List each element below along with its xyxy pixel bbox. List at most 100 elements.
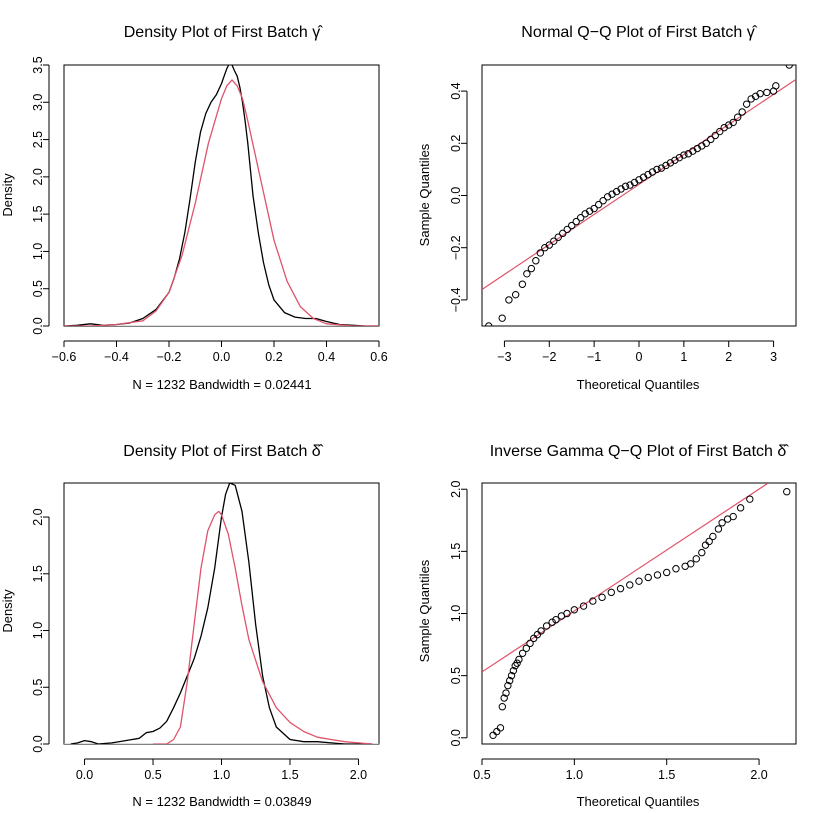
data-point bbox=[733, 113, 742, 121]
data-point bbox=[698, 548, 706, 557]
x-axis: −0.6 −0.4 −0.2 0.0 0.2 0.4 0.6 bbox=[52, 340, 388, 364]
data-point bbox=[746, 495, 754, 503]
y-tick-label: 0.5 bbox=[31, 679, 45, 696]
data-point bbox=[729, 512, 737, 521]
y-tick-label: 3.0 bbox=[31, 94, 45, 111]
x-tick-label: 0.0 bbox=[76, 768, 93, 782]
y-tick-label: 0.0 bbox=[31, 317, 45, 334]
inverse-gamma-qq-plot-delta: Inverse Gamma Q−Q Plot of First Batch δ̂… bbox=[417, 443, 797, 809]
y-axis-label: Sample Quantiles bbox=[417, 559, 432, 662]
data-point bbox=[563, 225, 571, 234]
data-point bbox=[653, 165, 661, 174]
data-point bbox=[621, 182, 630, 191]
x-axis-label: N = 1232 Bandwidth = 0.02441 bbox=[132, 377, 311, 392]
data-point bbox=[570, 606, 579, 614]
y-axis: −0.4 −0.2 0.0 0.2 0.4 bbox=[449, 82, 468, 312]
x-tick-label: 0.0 bbox=[213, 350, 230, 364]
data-point bbox=[548, 618, 556, 626]
x-tick-label: 1.5 bbox=[281, 768, 298, 782]
x-tick-label: 1.0 bbox=[213, 768, 230, 782]
data-point bbox=[507, 671, 516, 680]
data-point bbox=[485, 322, 493, 326]
x-tick-label: −0.2 bbox=[157, 350, 182, 364]
y-tick-label: 0.5 bbox=[31, 280, 45, 297]
x-tick-label: 0.2 bbox=[265, 350, 282, 364]
y-tick-label: −0.2 bbox=[449, 235, 463, 260]
y-tick-label: 3.5 bbox=[31, 56, 45, 73]
y-tick-label: 1.5 bbox=[449, 543, 463, 560]
plot-frame bbox=[63, 482, 380, 745]
x-tick-label: −2 bbox=[542, 350, 556, 364]
data-point bbox=[714, 525, 723, 533]
data-point bbox=[563, 609, 571, 618]
panel-title: Normal Q−Q Plot of First Batch γ̂ bbox=[521, 24, 757, 41]
x-tick-label: 0.5 bbox=[144, 768, 161, 782]
data-point bbox=[505, 296, 513, 304]
data-region bbox=[482, 65, 796, 326]
data-point bbox=[530, 634, 538, 643]
data-point bbox=[513, 659, 521, 667]
data-point bbox=[599, 197, 607, 205]
x-tick-label: −0.4 bbox=[104, 350, 129, 364]
panel-title: Density Plot of First Batch δ̂ bbox=[123, 443, 323, 460]
fitted-density-curve bbox=[64, 79, 379, 326]
data-point bbox=[607, 588, 615, 597]
x-tick-label: 0 bbox=[636, 350, 643, 364]
density-plot-delta: Density Plot of First Batch δ̂ N = 1232 … bbox=[0, 443, 380, 809]
data-point bbox=[644, 573, 652, 582]
data-point bbox=[594, 200, 603, 209]
x-tick-label: 3 bbox=[770, 350, 777, 364]
data-point bbox=[736, 504, 745, 512]
panel-title: Inverse Gamma Q−Q Plot of First Batch δ̂ bbox=[490, 443, 790, 460]
panel-title: Density Plot of First Batch γ̂ bbox=[124, 24, 324, 41]
x-tick-label: 1 bbox=[680, 350, 687, 364]
density-plot-gamma: Density Plot of First Batch γ̂ N = 1232 … bbox=[0, 24, 388, 392]
data-point bbox=[711, 131, 719, 140]
data-point bbox=[552, 616, 560, 624]
data-point bbox=[635, 577, 643, 585]
data-point bbox=[589, 597, 597, 605]
data-point bbox=[542, 622, 551, 630]
data-point bbox=[568, 221, 576, 230]
data-point bbox=[742, 100, 751, 108]
data-point bbox=[537, 627, 545, 635]
data-point bbox=[783, 488, 791, 496]
plot-frame bbox=[481, 482, 797, 745]
fitted-density-curve bbox=[153, 510, 373, 744]
y-tick-label: 0.0 bbox=[449, 729, 463, 746]
data-point bbox=[496, 724, 505, 732]
data-point bbox=[709, 532, 717, 541]
data-point bbox=[616, 584, 625, 593]
data-point bbox=[506, 676, 514, 685]
data-point bbox=[576, 213, 585, 222]
data-point bbox=[518, 280, 527, 288]
y-tick-label: 0.0 bbox=[449, 187, 463, 204]
y-axis: 0.0 0.5 1.0 1.5 2.0 2.5 3.0 3.5 bbox=[31, 56, 50, 335]
data-point bbox=[509, 666, 518, 675]
data-point bbox=[554, 233, 562, 241]
x-axis: 0.5 1.0 1.5 2.0 bbox=[473, 758, 768, 782]
x-tick-label: 2.0 bbox=[350, 768, 367, 782]
data-point bbox=[738, 108, 746, 116]
data-point bbox=[626, 581, 634, 589]
x-axis-label: N = 1232 Bandwidth = 0.03849 bbox=[132, 794, 311, 809]
reference-line bbox=[482, 483, 769, 673]
y-axis: 0.0 0.5 1.0 1.5 2.0 bbox=[449, 480, 468, 746]
y-tick-label: 1.5 bbox=[31, 205, 45, 222]
y-axis-label: Density bbox=[0, 173, 15, 217]
data-point bbox=[772, 82, 780, 90]
y-tick-label: 1.0 bbox=[31, 243, 45, 260]
y-tick-label: 1.0 bbox=[31, 622, 45, 639]
y-tick-label: 2.0 bbox=[31, 168, 45, 185]
data-point bbox=[579, 602, 588, 610]
density-curve bbox=[70, 483, 373, 744]
data-point bbox=[532, 257, 540, 265]
data-point bbox=[526, 639, 534, 648]
y-axis: 0.0 0.5 1.0 1.5 2.0 bbox=[31, 508, 50, 753]
y-tick-label: 2.5 bbox=[31, 131, 45, 148]
data-point bbox=[663, 568, 671, 577]
data-point bbox=[729, 118, 737, 127]
data-point bbox=[785, 65, 793, 69]
data-point bbox=[672, 565, 680, 573]
